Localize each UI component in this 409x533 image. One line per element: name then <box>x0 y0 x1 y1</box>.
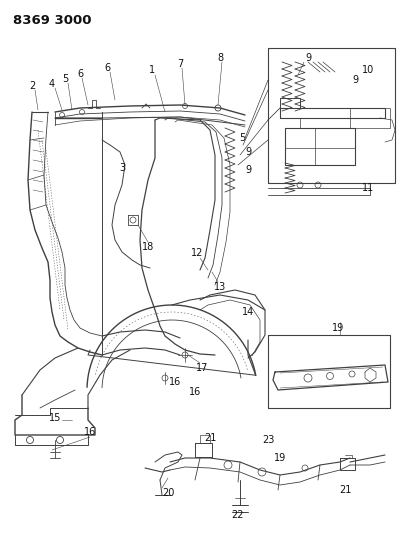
Text: 7: 7 <box>176 59 183 69</box>
Text: 16: 16 <box>189 387 201 397</box>
Text: 6: 6 <box>77 69 83 79</box>
Text: 4: 4 <box>49 79 55 89</box>
Text: 1: 1 <box>148 65 155 75</box>
Text: 2: 2 <box>29 81 35 91</box>
Text: 9: 9 <box>244 165 250 175</box>
Text: 15: 15 <box>49 413 61 423</box>
Text: 14: 14 <box>241 307 254 317</box>
Text: 6: 6 <box>104 63 110 73</box>
Text: 13: 13 <box>213 282 226 292</box>
Text: 16: 16 <box>84 427 96 437</box>
Text: 18: 18 <box>142 242 154 252</box>
Text: 8: 8 <box>216 53 222 63</box>
Text: 20: 20 <box>162 488 174 498</box>
Text: 9: 9 <box>304 53 310 63</box>
Text: 22: 22 <box>231 510 244 520</box>
Text: 3: 3 <box>119 163 125 173</box>
Text: 19: 19 <box>331 323 343 333</box>
Text: 8369 3000: 8369 3000 <box>13 13 91 27</box>
Text: 23: 23 <box>261 435 274 445</box>
Text: 19: 19 <box>273 453 285 463</box>
Text: 21: 21 <box>338 485 351 495</box>
Text: 9: 9 <box>351 75 357 85</box>
Text: 5: 5 <box>238 133 245 143</box>
Text: 12: 12 <box>190 248 203 258</box>
Text: 21: 21 <box>203 433 216 443</box>
Text: 10: 10 <box>361 65 373 75</box>
Text: 11: 11 <box>361 183 373 193</box>
Text: 17: 17 <box>196 363 208 373</box>
Text: 9: 9 <box>244 147 250 157</box>
Text: 16: 16 <box>169 377 181 387</box>
Text: 5: 5 <box>62 74 68 84</box>
